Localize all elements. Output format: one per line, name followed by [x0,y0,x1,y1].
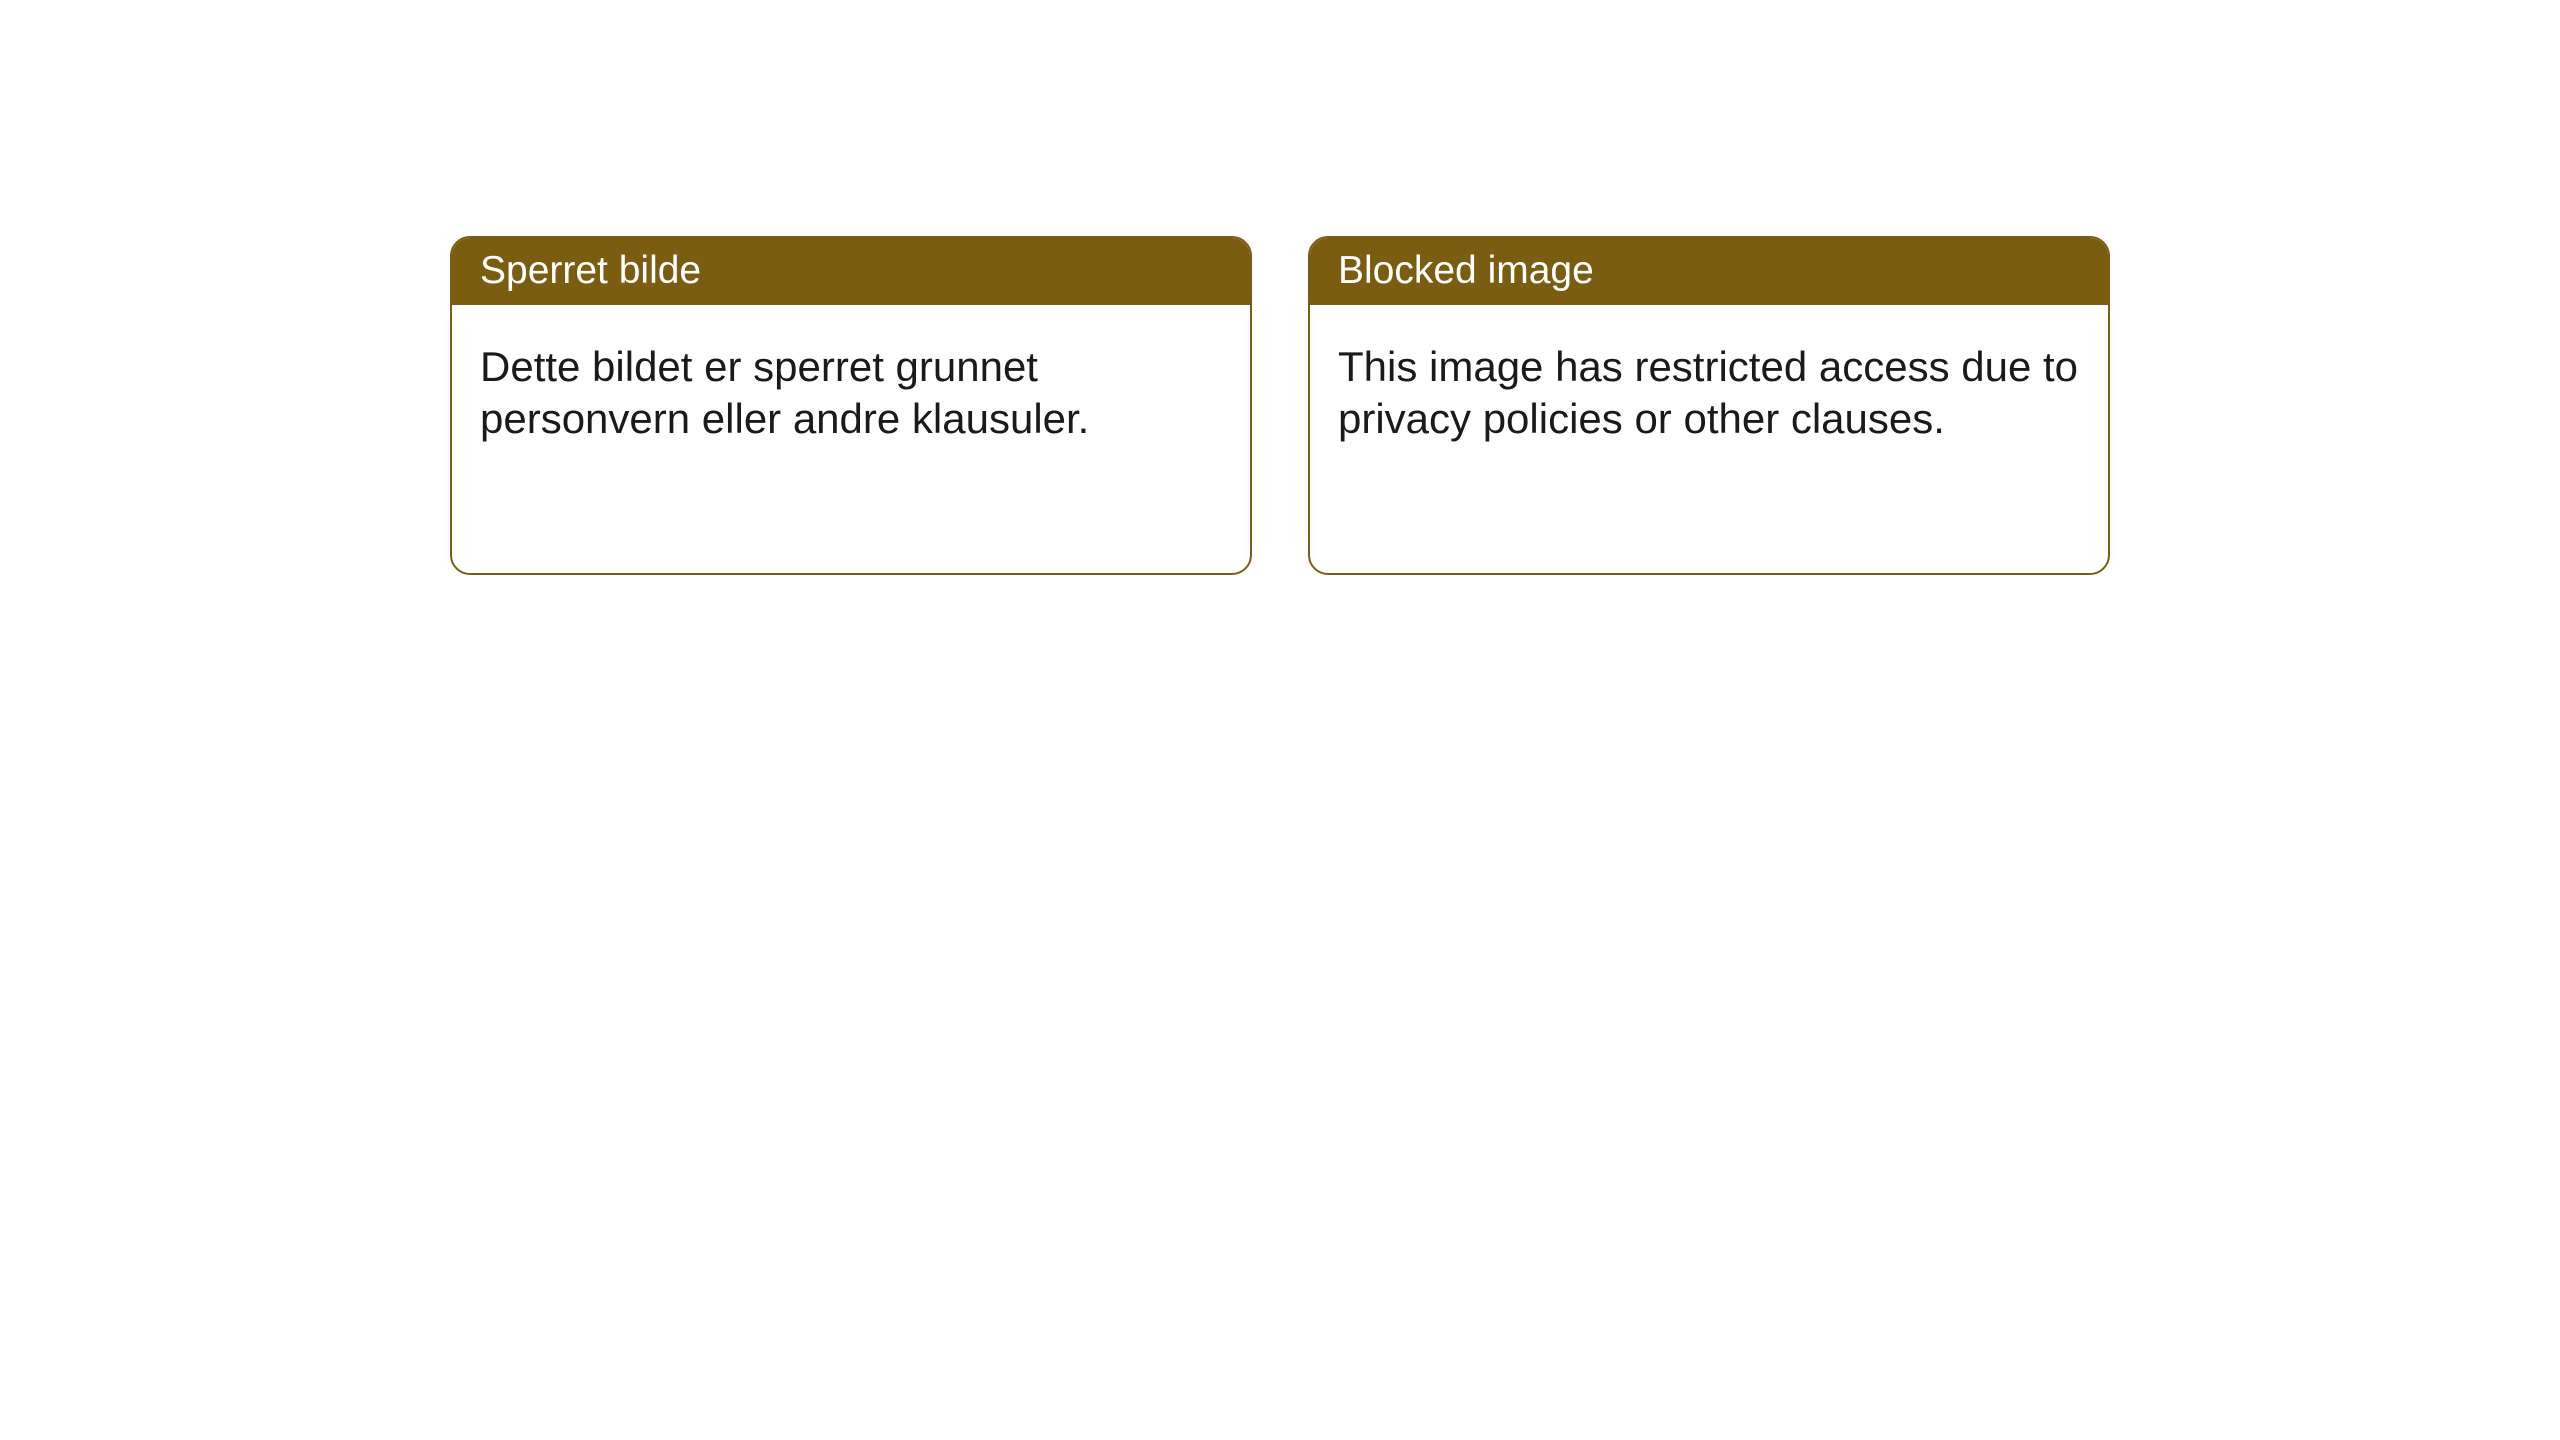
notice-body-norwegian: Dette bildet er sperret grunnet personve… [452,305,1250,482]
notice-card-norwegian: Sperret bilde Dette bildet er sperret gr… [450,236,1252,575]
notice-container: Sperret bilde Dette bildet er sperret gr… [450,236,2110,575]
notice-card-english: Blocked image This image has restricted … [1308,236,2110,575]
notice-title-norwegian: Sperret bilde [452,238,1250,305]
notice-title-english: Blocked image [1310,238,2108,305]
notice-body-english: This image has restricted access due to … [1310,305,2108,482]
